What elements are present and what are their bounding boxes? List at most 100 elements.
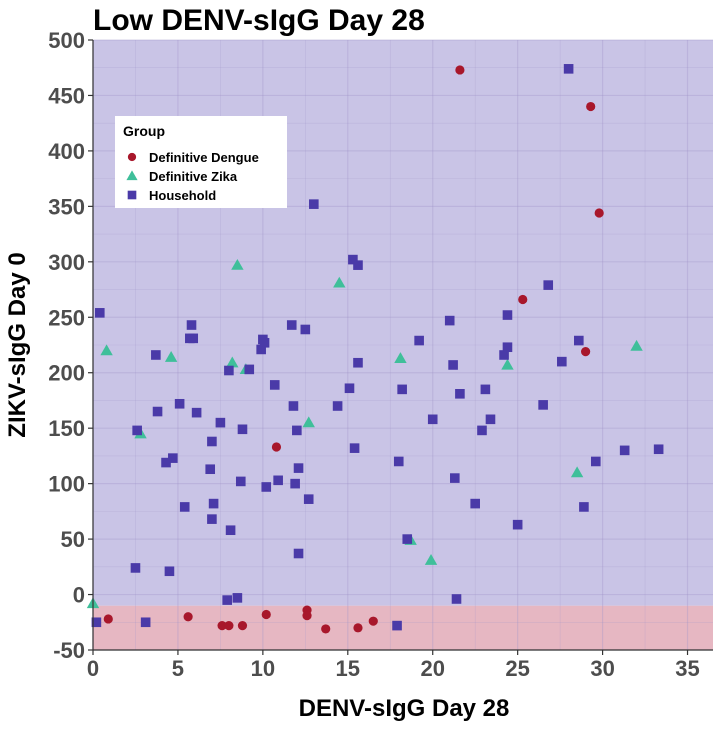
data-point-circle xyxy=(368,616,378,626)
data-point-square xyxy=(191,407,202,418)
data-point-square xyxy=(579,502,589,512)
data-point-square xyxy=(208,498,219,509)
x-tick-label: 15 xyxy=(336,656,360,681)
y-tick-label: 350 xyxy=(48,194,85,219)
y-tick-label: 250 xyxy=(48,305,85,330)
data-point-square xyxy=(222,595,232,605)
data-point-circle xyxy=(224,621,234,631)
legend: Group Definitive Dengue Definitive Zika Ho… xyxy=(115,116,287,208)
data-point-square xyxy=(470,498,480,509)
data-point-square xyxy=(225,525,236,536)
data-point-square xyxy=(502,310,513,320)
y-tick-labels: -50 0 50 100 150 200 250 300 350 400 450 500 xyxy=(48,28,93,663)
data-point-triangle xyxy=(100,344,113,356)
data-point-square xyxy=(293,463,304,473)
data-point-square xyxy=(151,350,161,360)
series-household xyxy=(91,64,664,631)
y-tick-label: 100 xyxy=(48,472,85,497)
data-point-square xyxy=(207,436,217,447)
y-tick-label: 50 xyxy=(61,527,85,552)
data-point-square xyxy=(538,400,548,410)
data-point-square xyxy=(619,445,630,456)
data-point-square xyxy=(259,337,270,348)
legend-label: Definitive Dengue xyxy=(149,150,259,165)
series-definitive-zika xyxy=(86,258,643,609)
data-point-circle xyxy=(103,614,113,624)
data-point-square xyxy=(179,502,190,512)
data-point-square xyxy=(455,389,465,399)
data-point-circle xyxy=(586,101,596,112)
data-point-square xyxy=(168,453,178,463)
data-point-square xyxy=(152,406,163,417)
chart-title: Low DENV-sIgG Day 28 xyxy=(93,4,425,37)
y-tick-label: 0 xyxy=(73,583,85,608)
data-point-triangle xyxy=(333,276,346,288)
data-point-square xyxy=(292,425,302,436)
x-axis-title: DENV-sIgG Day 28 xyxy=(299,695,510,722)
data-point-circle xyxy=(353,623,363,633)
data-point-square xyxy=(188,333,199,344)
data-point-square xyxy=(451,594,462,604)
data-point-square xyxy=(290,478,300,489)
series-definitive-dengue xyxy=(103,65,604,634)
legend-label: Household xyxy=(149,188,216,203)
y-tick-label: 200 xyxy=(48,361,85,386)
x-tick-label: 25 xyxy=(505,656,529,681)
data-point-square xyxy=(392,620,402,631)
data-point-square xyxy=(261,482,272,492)
data-point-square xyxy=(205,464,216,475)
y-tick-label: -50 xyxy=(53,638,85,663)
data-point-square xyxy=(303,494,314,504)
data-point-square xyxy=(450,473,460,483)
background-region-0 xyxy=(93,605,713,650)
data-point-square xyxy=(286,320,297,330)
data-point-triangle xyxy=(570,466,584,478)
x-tick-label: 5 xyxy=(172,656,184,681)
data-point-square xyxy=(293,548,304,559)
data-point-triangle xyxy=(424,553,438,565)
y-tick-label: 450 xyxy=(48,83,85,108)
data-point-square xyxy=(448,360,458,370)
data-point-square xyxy=(256,344,266,355)
data-point-circle xyxy=(581,347,591,357)
y-tick-label: 400 xyxy=(48,139,85,164)
data-point-circle xyxy=(302,611,312,621)
data-point-square xyxy=(174,398,185,409)
data-point-square xyxy=(215,417,226,428)
y-axis-title: ZIKV-sIgG Day 0 xyxy=(4,252,31,437)
data-point-square xyxy=(502,342,513,353)
data-point-square xyxy=(94,308,105,318)
data-point-square xyxy=(499,350,509,360)
data-point-square xyxy=(232,593,243,603)
legend-key-circle xyxy=(127,152,137,162)
data-point-circle xyxy=(594,208,604,218)
data-point-square xyxy=(332,401,343,411)
data-point-square xyxy=(140,617,151,628)
data-point-triangle xyxy=(231,258,244,270)
data-point-square xyxy=(207,514,217,524)
data-point-triangle xyxy=(394,352,407,363)
data-points xyxy=(86,64,664,634)
y-tick-label: 300 xyxy=(48,250,85,275)
data-point-square xyxy=(164,566,175,577)
data-point-square xyxy=(512,519,523,530)
x-tick-labels: 0 5 10 15 20 25 30 35 xyxy=(87,650,700,681)
data-point-square xyxy=(186,320,197,330)
data-point-circle xyxy=(518,294,528,305)
data-point-square xyxy=(91,617,102,628)
x-tick-label: 30 xyxy=(590,656,614,681)
data-point-square xyxy=(485,414,496,425)
legend-title: Group xyxy=(123,123,165,139)
data-point-square xyxy=(353,357,363,368)
data-point-square xyxy=(574,335,584,346)
data-point-square xyxy=(235,476,246,487)
data-point-square xyxy=(161,457,171,468)
data-point-square xyxy=(273,475,283,486)
data-point-circle xyxy=(217,621,227,631)
grid-lines xyxy=(92,39,713,651)
data-point-square xyxy=(353,260,363,270)
data-point-circle xyxy=(321,624,331,634)
data-point-square xyxy=(653,444,664,455)
axes xyxy=(92,40,713,651)
